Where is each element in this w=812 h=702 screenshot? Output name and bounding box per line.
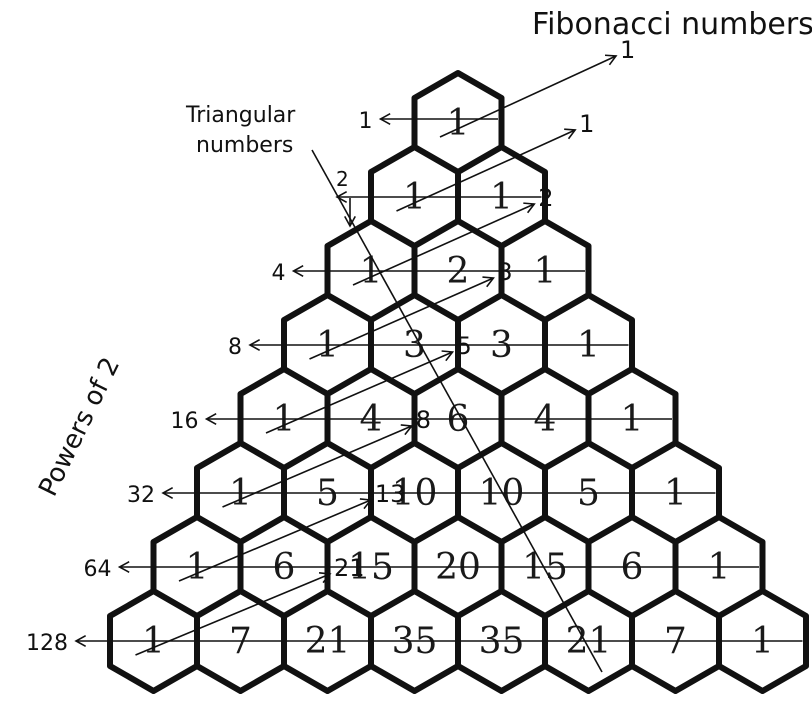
fibonacci-arrowhead [318,572,332,584]
row-sum-arrowhead [378,113,391,125]
row-sum-arrowhead [74,635,87,647]
row-sum-label: 32 [127,483,155,508]
row-sum-label: 128 [26,631,68,656]
row-sum-arrowhead [117,561,130,573]
row-sum-label: 4 [272,261,286,286]
fibonacci-label: 13 [375,480,406,508]
row-sum-label: 8 [228,335,242,360]
fibonacci-title: Fibonacci numbers [532,7,812,42]
row-sum-label: 64 [84,557,112,582]
row-sum-arrowhead [248,339,261,351]
cell-value: 1 [447,103,470,144]
triangular-pointer-head [344,215,356,228]
row-sum-arrowhead [204,413,217,425]
fibonacci-arrowhead [564,128,577,140]
fibonacci-arrowhead [400,424,414,436]
fibonacci-arrowhead [482,276,495,288]
row-sum-label: 16 [171,409,199,434]
fibonacci-label: 21 [334,554,365,582]
triangular-start-number: 2 [336,167,349,191]
row-sum-arrowhead [335,191,348,203]
row-sum-arrowhead [291,265,304,277]
fibonacci-label: 1 [579,110,594,138]
triangular-label-line2: numbers [196,133,293,158]
fibonacci-diagonal [222,425,413,508]
triangular-diagonal [311,149,603,673]
fibonacci-label: 8 [416,406,431,434]
fibonacci-diagonal [396,129,576,212]
triangular-label-line1: Triangular [185,103,296,128]
fibonacci-diagonal [439,55,617,138]
fibonacci-arrowhead [441,350,455,362]
fibonacci-label: 1 [620,36,635,64]
fibonacci-diagonal [178,499,372,582]
fibonacci-label: 2 [538,184,553,212]
fibonacci-arrowhead [523,202,536,214]
fibonacci-diagonal [309,277,494,360]
powers-of-two-label: Powers of 2 [33,353,126,501]
fibonacci-label: 3 [497,258,512,286]
row-sum-arrowhead [161,487,174,499]
fibonacci-diagonal [352,203,535,286]
fibonacci-arrowhead [359,498,373,510]
fibonacci-diagonal [265,351,453,434]
fibonacci-arrowhead [604,54,618,66]
fibonacci-diagonal [135,573,331,656]
row-sum-label: 1 [359,109,373,134]
fibonacci-label: 5 [457,332,472,360]
